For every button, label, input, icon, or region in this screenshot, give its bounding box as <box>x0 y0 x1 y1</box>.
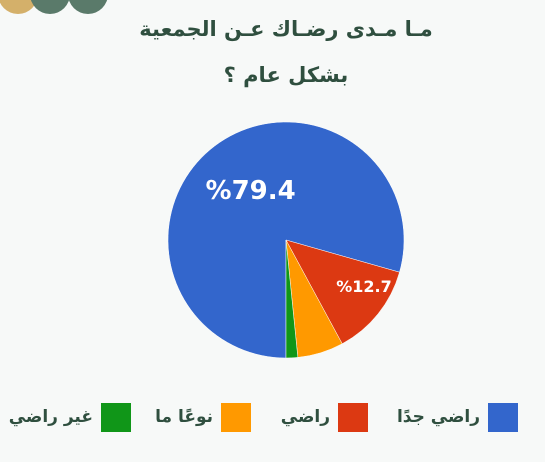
chart-title: بشكل عام ؟ <box>224 63 349 87</box>
data-label: %79.4 <box>206 176 296 206</box>
legend-label: راضي <box>281 407 330 427</box>
legend-swatch <box>101 403 131 432</box>
pie-slice <box>285 239 299 359</box>
legend-label: نوعًا ما <box>155 407 213 427</box>
legend-label: راضي جدًا <box>397 407 480 427</box>
legend-swatch <box>338 403 368 432</box>
data-label: %12.7 <box>336 277 392 296</box>
decor-circle <box>0 0 38 14</box>
pie-slice <box>285 239 400 345</box>
decor-circle <box>68 0 108 14</box>
legend-swatch <box>488 403 518 432</box>
legend-swatch <box>221 403 251 432</box>
decor-circle <box>30 0 70 14</box>
legend-label: غير راضي <box>9 407 93 427</box>
chart-title: مـا مـدى رضـاك عـن الجمعية <box>139 17 432 41</box>
